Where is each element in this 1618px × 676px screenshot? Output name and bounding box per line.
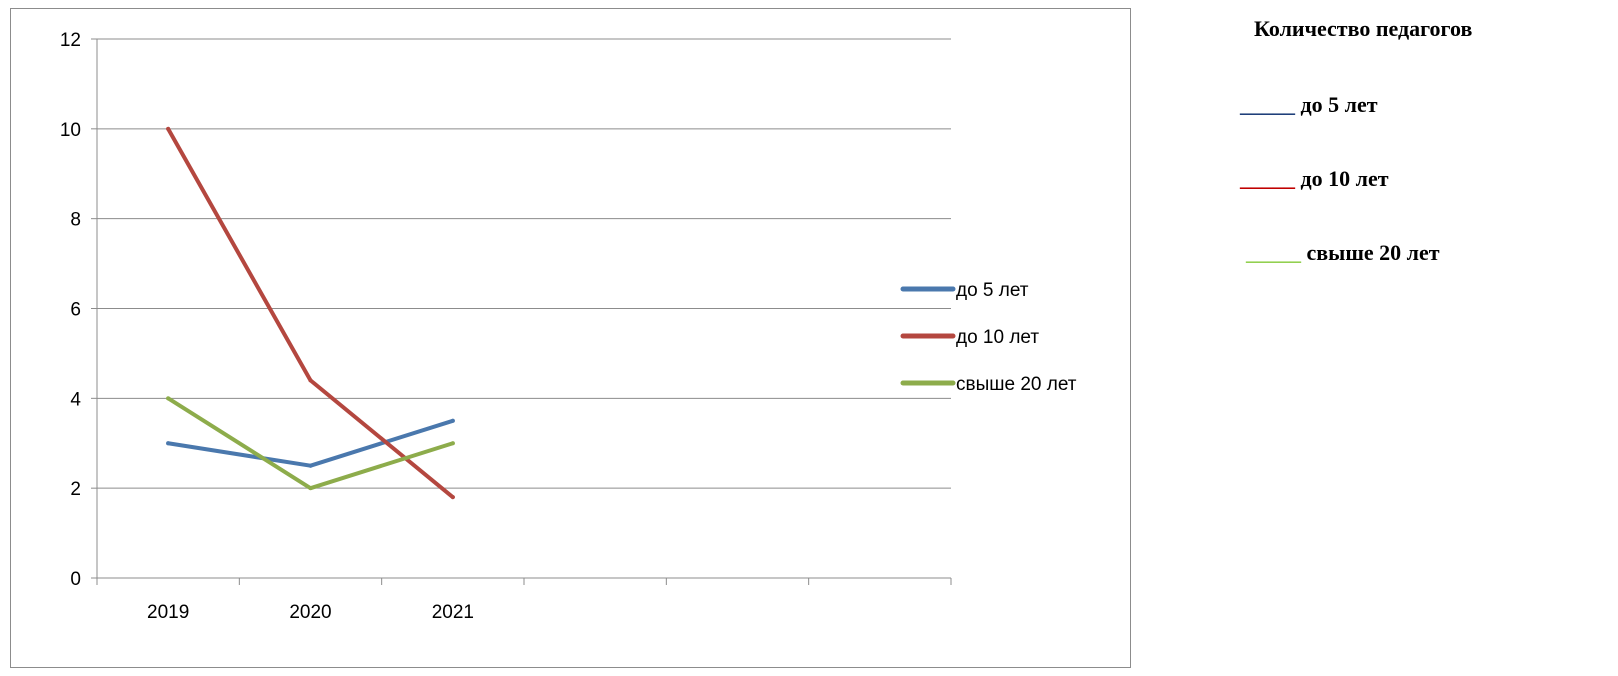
y-tick-label-0: 0 <box>70 569 81 590</box>
y-tick-label-6: 6 <box>70 300 81 321</box>
side-legend-item-3: _____ свыше 20 лет <box>1246 240 1440 266</box>
legend-label-2: до 10 лет <box>956 327 1039 348</box>
y-tick-label-10: 10 <box>60 120 81 141</box>
x-tick-label-2020: 2020 <box>289 602 331 623</box>
x-tick-label-2019: 2019 <box>147 602 189 623</box>
series-2-point-1 <box>166 126 171 131</box>
y-tick-label-4: 4 <box>70 389 81 410</box>
series-3-point-2 <box>308 486 313 491</box>
y-tick-label-8: 8 <box>70 210 81 231</box>
y-tick-label-2: 2 <box>70 479 81 500</box>
side-legend: Количество педагогов _____ до 5 лет ____… <box>1230 0 1618 676</box>
chart-frame: 0 2 4 6 8 10 12 2019 2020 2021 до 5 лет до 10 лет св… <box>10 8 1131 668</box>
series-line-2 <box>166 126 455 500</box>
legend-label-1: до 5 лет <box>956 280 1029 301</box>
side-legend-label-3: свыше 20 лет <box>1306 240 1440 265</box>
series-line-3 <box>166 396 455 491</box>
side-legend-line-2: _____ <box>1240 166 1295 191</box>
side-legend-label-2: до 10 лет <box>1300 166 1389 191</box>
series-2-point-2 <box>308 378 313 383</box>
side-legend-line-3: _____ <box>1246 240 1301 265</box>
x-tick-label-2021: 2021 <box>432 602 474 623</box>
side-legend-item-2: _____ до 10 лет <box>1240 166 1389 192</box>
series-1-point-3 <box>450 418 455 423</box>
series-1-point-1 <box>166 441 171 446</box>
series-3-point-3 <box>450 441 455 446</box>
series-1-point-2 <box>308 463 313 468</box>
legend-label-3: свыше 20 лет <box>956 374 1077 395</box>
side-legend-title: Количество педагогов <box>1254 16 1473 41</box>
side-legend-item-1: _____ до 5 лет <box>1240 92 1378 118</box>
side-legend-line-1: _____ <box>1240 92 1295 117</box>
side-legend-label-1: до 5 лет <box>1300 92 1378 117</box>
series-2-point-3 <box>450 495 455 500</box>
series-3-point-1 <box>166 396 171 401</box>
y-tick-label-12: 12 <box>60 30 81 51</box>
line-chart: 0 2 4 6 8 10 12 2019 2020 2021 до 5 лет до 10 лет св… <box>60 30 1077 623</box>
